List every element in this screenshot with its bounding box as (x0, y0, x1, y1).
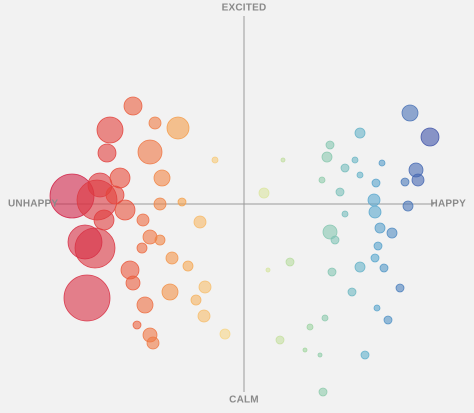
bubble (351, 156, 359, 164)
bubble (93, 209, 115, 231)
bubble (182, 260, 194, 272)
bubble (341, 210, 349, 218)
bubble (154, 234, 166, 246)
bubble (354, 261, 366, 273)
bubble (105, 185, 125, 205)
bubble (401, 104, 419, 122)
bubble (368, 205, 382, 219)
bubble (67, 224, 103, 260)
bubble (367, 193, 381, 207)
bubble (371, 178, 381, 188)
bubble (280, 157, 286, 163)
bubble (153, 197, 167, 211)
bubble (373, 304, 381, 312)
bubble (306, 323, 314, 331)
bubble (317, 352, 323, 358)
left-label: UNHAPPY (8, 199, 58, 210)
bubble (321, 314, 329, 322)
bubble (165, 251, 179, 265)
bubble (356, 171, 364, 179)
bottom-label: CALM (229, 395, 259, 406)
bubble (340, 163, 350, 173)
bubble (322, 224, 338, 240)
bubble (136, 242, 148, 254)
bubble (354, 127, 366, 139)
bubble (373, 241, 383, 251)
bubble (96, 116, 124, 144)
bubble (370, 253, 380, 263)
bubble (325, 140, 335, 150)
bubble (258, 187, 270, 199)
bubble (302, 347, 308, 353)
bubble (190, 294, 202, 306)
bubble (265, 267, 271, 273)
bubble (136, 213, 150, 227)
bubble (161, 283, 179, 301)
bubble (275, 335, 285, 345)
bubble (327, 267, 337, 277)
bubble (285, 257, 295, 267)
bubble (123, 96, 143, 116)
bubble (137, 139, 163, 165)
right-label: HAPPY (431, 199, 467, 210)
bubble (148, 116, 162, 130)
bubble (125, 275, 141, 291)
bubble (330, 235, 340, 245)
bubble (177, 197, 187, 207)
bubble (318, 176, 326, 184)
bubble (63, 274, 111, 322)
bubble (383, 315, 393, 325)
bubble (211, 156, 219, 164)
bubble (321, 151, 333, 163)
bubble (146, 336, 160, 350)
bubble (347, 287, 357, 297)
bubble (166, 116, 190, 140)
bubble (132, 320, 142, 330)
bubble (219, 328, 231, 340)
bubble (402, 200, 414, 212)
bubble (420, 127, 440, 147)
bubble (395, 283, 405, 293)
bubble (374, 222, 386, 234)
bubble (411, 173, 425, 187)
bubble (114, 199, 136, 221)
bubble (378, 159, 386, 167)
bubble (335, 187, 345, 197)
bubble (360, 350, 370, 360)
bubble (109, 167, 131, 189)
bubble (198, 280, 212, 294)
bubble (142, 229, 158, 245)
bubble (400, 177, 410, 187)
bubble (197, 309, 211, 323)
bubble (97, 143, 117, 163)
bubble (153, 169, 171, 187)
bubble (386, 227, 398, 239)
bubble (318, 387, 328, 397)
bubble (136, 296, 154, 314)
top-label: EXCITED (222, 3, 267, 14)
bubble (193, 215, 207, 229)
bubbles (49, 96, 440, 397)
bubble (379, 263, 389, 273)
bubble (87, 172, 113, 198)
